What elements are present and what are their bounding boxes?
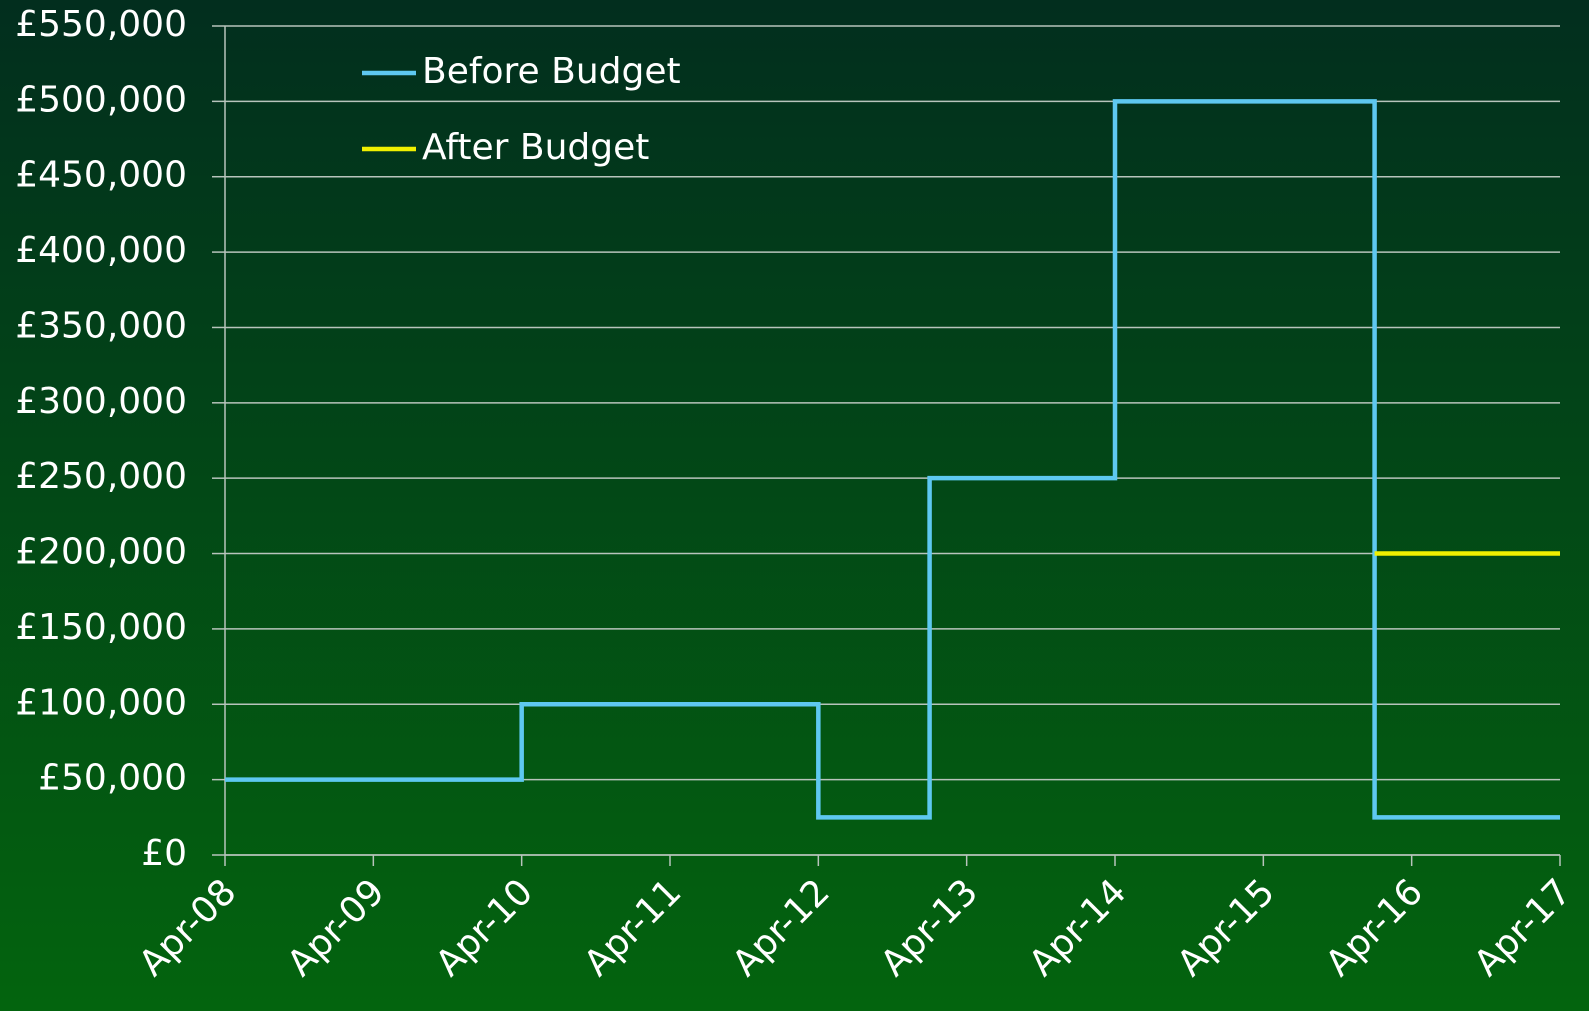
y-tick-label: £500,000 (15, 79, 187, 120)
y-tick-label: £150,000 (15, 607, 187, 648)
y-tick-label: £200,000 (15, 532, 187, 573)
y-tick-label: £400,000 (15, 230, 187, 271)
y-tick-label: £0 (141, 833, 187, 874)
y-tick-label: £300,000 (15, 381, 187, 422)
legend-label: After Budget (422, 127, 649, 168)
legend-label: Before Budget (422, 51, 681, 92)
series-line (225, 99, 1560, 820)
y-tick-label: £350,000 (15, 305, 187, 346)
y-tick-label: £450,000 (15, 155, 187, 196)
y-tick-label: £100,000 (15, 682, 187, 723)
y-tick-label: £550,000 (15, 4, 187, 45)
y-tick-label: £250,000 (15, 456, 187, 497)
y-tick-label: £50,000 (38, 758, 187, 799)
